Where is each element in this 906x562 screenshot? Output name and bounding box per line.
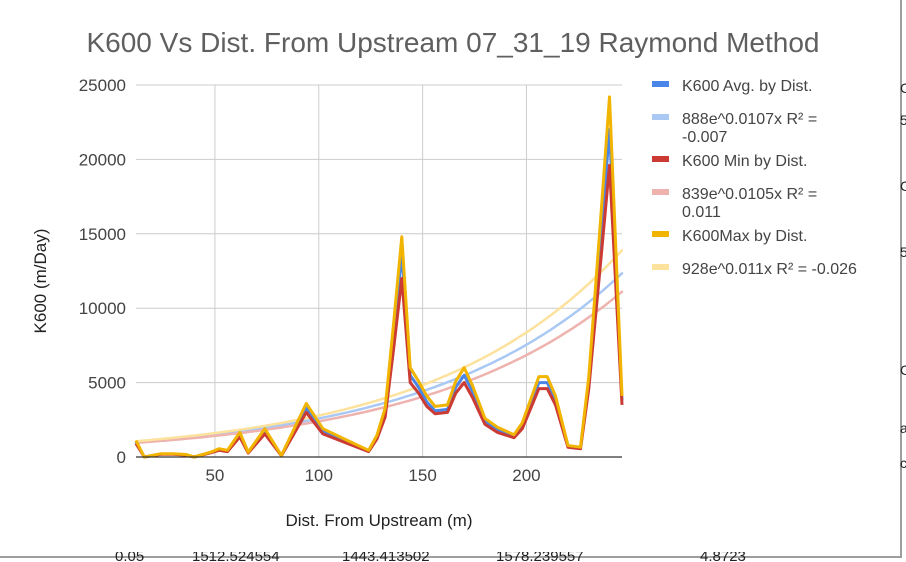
legend-entry: K600 Min by Dist. bbox=[652, 153, 807, 170]
legend-swatch bbox=[652, 81, 669, 87]
legend: K600 Avg. by Dist. 888e^0.0107x R² = -0.00… bbox=[652, 78, 857, 278]
cropped-edge-char: 5 bbox=[900, 244, 906, 260]
legend-entry: K600 Avg. by Dist. bbox=[652, 78, 812, 95]
series-line-3 bbox=[134, 95, 624, 459]
x-tick-label: 150 bbox=[408, 466, 436, 485]
legend-entry: 928e^0.011x R² = -0.026 bbox=[652, 261, 857, 278]
cropped-table-cell: 4.8723 bbox=[700, 552, 746, 562]
cropped-table-cell: 0.05 bbox=[115, 552, 145, 562]
x-axis-label: Dist. From Upstream (m) bbox=[286, 511, 473, 530]
y-tick-label: 25000 bbox=[79, 76, 126, 95]
legend-entry: 888e^0.0107x R² = -0.007 bbox=[652, 111, 817, 146]
cropped-edge-char: C bbox=[900, 80, 906, 96]
legend-label: 839e^0.0105x R² = 0.011 bbox=[682, 186, 817, 221]
chart-title: K600 Vs Dist. From Upstream 07_31_19 Ray… bbox=[86, 27, 819, 58]
trendlines bbox=[134, 249, 624, 445]
x-tick-label: 100 bbox=[305, 466, 333, 485]
legend-label: K600 Min by Dist. bbox=[682, 153, 807, 170]
legend-label: 928e^0.011x R² = -0.026 bbox=[682, 261, 857, 278]
legend-entry: 839e^0.0105x R² = 0.011 bbox=[652, 186, 817, 221]
legend-swatch bbox=[652, 231, 669, 237]
trendline-1 bbox=[134, 272, 624, 444]
x-tick-label: 50 bbox=[205, 466, 224, 485]
cropped-table-cell: 1443.413502 bbox=[342, 552, 430, 562]
cropped-edge-char: C bbox=[900, 178, 906, 194]
legend-label: 888e^0.0107x R² = -0.007 bbox=[682, 111, 817, 146]
y-tick-label: 15000 bbox=[79, 225, 126, 244]
legend-label: K600Max by Dist. bbox=[682, 228, 807, 245]
grid bbox=[136, 84, 622, 457]
y-tick-label: 10000 bbox=[79, 299, 126, 318]
cropped-table-row: 0.05 1512.524554 1443.413502 1578.239557 4.8… bbox=[0, 552, 906, 562]
trendline-2 bbox=[134, 290, 624, 445]
legend-swatch bbox=[652, 156, 669, 162]
cropped-table-cell: 1578.239557 bbox=[496, 552, 584, 562]
y-tick-label: 0 bbox=[117, 448, 126, 467]
legend-swatch bbox=[652, 189, 669, 195]
x-axis-ticks: 50 100 150 200 bbox=[205, 466, 540, 485]
cropped-edge-char: C bbox=[900, 362, 906, 378]
y-tick-label: 5000 bbox=[88, 374, 126, 393]
cropped-edge-char: a bbox=[900, 420, 906, 436]
series-lines bbox=[134, 95, 624, 459]
y-axis-ticks: 0 5000 10000 15000 20000 25000 bbox=[79, 76, 126, 467]
cropped-edge-char: 5 bbox=[900, 112, 906, 128]
cropped-table-cell: 1512.524554 bbox=[192, 552, 280, 562]
legend-label: K600 Avg. by Dist. bbox=[682, 78, 812, 95]
y-tick-label: 20000 bbox=[79, 150, 126, 169]
legend-entry: K600Max by Dist. bbox=[652, 228, 807, 245]
cropped-edge-char: c bbox=[900, 455, 906, 471]
legend-swatch bbox=[652, 264, 669, 270]
y-axis-label: K600 (m/Day) bbox=[31, 229, 50, 334]
legend-swatch bbox=[652, 114, 669, 120]
x-tick-label: 200 bbox=[512, 466, 540, 485]
series-line-2 bbox=[134, 163, 624, 459]
trendline-3 bbox=[134, 249, 624, 443]
